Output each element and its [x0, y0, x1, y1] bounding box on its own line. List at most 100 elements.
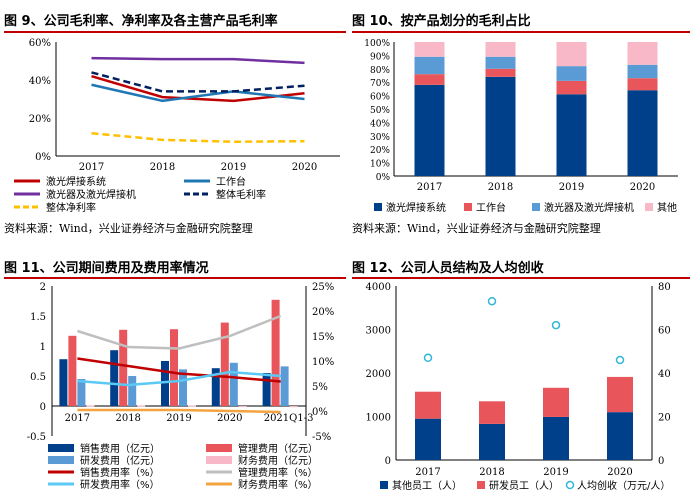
bar-segment [556, 80, 587, 95]
legend-item-label: 其他 [657, 201, 677, 214]
y-left-tick-label: 2000 [366, 369, 391, 380]
bar-segment [627, 90, 658, 176]
x-tick-label: 2020 [630, 182, 655, 193]
scatter-point [551, 320, 561, 330]
x-tick-label: 2019 [543, 467, 568, 478]
chart-2-title-rule [352, 31, 690, 33]
x-tick-label: 2020 [217, 413, 242, 424]
x-tick-label: 2019 [559, 182, 584, 193]
bar [179, 369, 187, 406]
bar-segment [415, 418, 441, 460]
legend-item-label: 销售费用（亿元） [80, 442, 160, 455]
legend-item-label: 激光器及激光焊接机 [46, 188, 136, 201]
bar-segment [485, 76, 516, 176]
bar-segment [556, 42, 587, 67]
bar-segment [556, 94, 587, 176]
legend-item-swatch [464, 203, 472, 211]
legend-item-swatch [206, 444, 232, 452]
x-tick-label: 2017 [65, 413, 90, 424]
legend-item-label: 人均创收（万元/人） [577, 479, 670, 492]
chart-4-svg: 0 1000 2000 3000 4000 0 20 40 60 80 2017 2018 2019 20… [366, 282, 671, 492]
y-left-tick-label: 1.5 [30, 312, 46, 323]
bar [289, 406, 298, 408]
y-tick-label: 40% [370, 119, 390, 129]
bar-segment [414, 42, 445, 57]
bar [211, 368, 220, 406]
bar [170, 329, 178, 406]
y-tick-label: 20% [370, 146, 390, 156]
x-tick-label: 2021Q1-3 [264, 413, 314, 424]
legend-item-label: 研发费用率（%） [80, 478, 160, 491]
series-line [91, 71, 305, 93]
y-right-tick-label: 60 [658, 326, 671, 337]
legend-item-swatch [374, 203, 382, 211]
y-left-tick-label: 0.5 [30, 372, 46, 383]
bar-segment [479, 401, 505, 424]
y-tick-label: 80% [370, 66, 390, 76]
series-line [77, 314, 282, 350]
bar [188, 405, 196, 407]
chart-3-title: 图 11、公司期间费用及费用率情况 [4, 261, 209, 276]
chart-4-title-rule [352, 277, 690, 279]
bar-segment [414, 84, 445, 176]
legend-item-label: 管理费用（亿元） [238, 442, 318, 455]
bar-segment [607, 376, 633, 413]
x-tick-label: 2018 [115, 413, 140, 424]
bar [137, 405, 146, 407]
y-right-tick-label: 0 [658, 456, 664, 467]
x-tick-label: 2019 [166, 413, 191, 424]
bar-segment [607, 412, 633, 460]
y-tick-label: 10% [370, 160, 390, 170]
y-right-tick-label: 25% [312, 282, 334, 293]
legend-item-label: 整体毛利率 [216, 188, 266, 201]
x-tick-label: 2017 [79, 162, 104, 173]
legend-item-label: 激光焊接系统 [46, 175, 106, 188]
x-tick-label: 2020 [292, 162, 317, 173]
chart-panel-2: 图 10、按产品划分的毛利占比 0% 10% 20% 30% 40% 50% 60% 70% 8… [352, 4, 690, 236]
chart-1-title: 图 9、公司毛利率、净利率及各主营产品毛利率 [4, 14, 278, 29]
bar [280, 366, 289, 406]
y-tick-label: 60% [370, 93, 390, 103]
x-tick-label: 2018 [479, 467, 504, 478]
legend-item-swatch [206, 456, 232, 464]
bar [110, 350, 119, 406]
x-tick-label: 2019 [221, 162, 246, 173]
bar-segment [485, 42, 516, 57]
legend-item-swatch [380, 481, 388, 489]
y-left-tick-label: -0.5 [27, 432, 46, 443]
legend-item-swatch [48, 444, 74, 452]
scatter-point [615, 355, 625, 365]
y-tick-label: 70% [370, 79, 390, 89]
legend-item-label: 财务费用率（%） [238, 478, 318, 491]
legend-item-label: 财务费用（亿元） [238, 454, 318, 467]
bar-segment [627, 78, 658, 91]
bar-segment [543, 387, 569, 417]
legend-item-label: 其他员工（人） [392, 479, 462, 492]
bar [119, 329, 128, 406]
series-line [77, 370, 281, 387]
y-right-tick-label: 20% [312, 307, 334, 318]
legend-item-label: 激光焊接系统 [386, 201, 446, 214]
chart-panel-3: 图 11、公司期间费用及费用率情况 -0.5 0 0.5 1 1.5 2 -5% 0% 5% 10… [4, 252, 346, 492]
x-tick-label: 2020 [607, 467, 632, 478]
y-right-tick-label: 15% [312, 332, 334, 343]
legend-item-label: 激光器及激光焊接机 [544, 201, 634, 214]
bar [128, 376, 137, 406]
legend-item-label: 工作台 [216, 175, 246, 188]
bar-segment [414, 56, 445, 75]
legend-item-label: 研发费用（亿元） [80, 454, 160, 467]
bar [271, 299, 280, 406]
bar [59, 359, 68, 406]
y-tick-label: 90% [370, 52, 390, 62]
y-left-tick-label: 0 [385, 456, 391, 467]
bar-segment [479, 423, 505, 460]
y-left-tick-label: 1 [40, 342, 46, 353]
bar [86, 405, 95, 407]
y-right-tick-label: 80 [658, 282, 671, 293]
chart-3-title-rule [4, 277, 346, 279]
legend-item-swatch [48, 456, 74, 464]
legend-item-label: 整体净利率 [46, 201, 96, 214]
chart-panel-1: 图 9、公司毛利率、净利率及各主营产品毛利率 0% 20% 40% 60% 2017 20… [4, 4, 346, 236]
y-right-tick-label: 5% [312, 382, 328, 393]
series-line [91, 83, 305, 103]
